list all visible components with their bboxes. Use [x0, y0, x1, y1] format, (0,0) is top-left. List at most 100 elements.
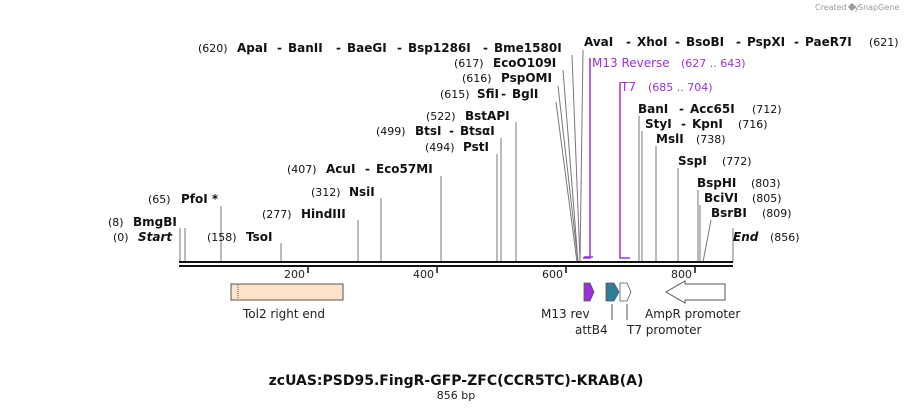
feature-attb4-arrow[interactable] [605, 282, 620, 302]
psti-pos: (494) [425, 141, 455, 154]
feature-tol2-right-end[interactable] [230, 283, 344, 301]
ruler-ticks [307, 267, 696, 273]
separator: - [626, 35, 631, 49]
enzyme-acc65i[interactable]: Acc65I [690, 102, 735, 116]
feature-tol2-label: Tol2 right end [242, 307, 325, 321]
feature-t7-promoter-arrow[interactable] [619, 282, 632, 302]
enzyme-xhoi[interactable]: XhoI [637, 35, 668, 49]
feature-m13-rev-label: M13 rev [541, 307, 590, 321]
enzyme-bsp1286i[interactable]: Bsp1286I [408, 41, 471, 55]
primer-marks [583, 58, 630, 259]
separator: - [277, 41, 282, 55]
enzyme-btsai[interactable]: BtsαI [460, 124, 495, 138]
separator: - [501, 87, 506, 101]
feature-ampr-promoter-label: AmpR promoter [645, 307, 740, 321]
end-pos: (856) [770, 231, 800, 244]
line-pspomi [557, 85, 579, 263]
feature-t7-promoter-label: T7 promoter [626, 323, 702, 337]
ecoo109i-pos: (617) [454, 57, 484, 70]
line-apai [571, 54, 581, 263]
bcivi-pos: (805) [752, 192, 782, 205]
enzyme-bani[interactable]: BanI [638, 102, 668, 116]
apai-pos: (620) [198, 42, 228, 55]
hindiii-pos: (277) [262, 208, 292, 221]
separator: - [736, 35, 741, 49]
nsii-pos: (312) [311, 186, 341, 199]
feature-attb4-label: attB4 [575, 323, 608, 337]
snapgene-logo-icon [848, 3, 856, 11]
enzyme-pfoi[interactable]: PfoI * [181, 192, 219, 206]
enzyme-sspi[interactable]: SspI [678, 154, 707, 168]
line-sfii [555, 101, 578, 263]
enzyme-paer7i[interactable]: PaeR7I [805, 35, 852, 49]
tick-label-400: 400 [413, 268, 434, 281]
enzyme-hindiii[interactable]: HindIII [301, 207, 346, 221]
enzyme-avai[interactable]: AvaI [584, 35, 613, 49]
separator: - [397, 41, 402, 55]
enzyme-bsrbi[interactable]: BsrBI [711, 206, 747, 220]
enzyme-msli[interactable]: MslI [656, 132, 684, 146]
bsrbi-pos: (809) [762, 207, 792, 220]
enzyme-baegi[interactable]: BaeGI [347, 41, 387, 55]
enzyme-bsobi[interactable]: BsoBI [686, 35, 724, 49]
enzyme-bme1580i[interactable]: Bme1580I [494, 41, 562, 55]
end-label[interactable]: End [733, 230, 759, 244]
msli-pos: (738) [696, 133, 726, 146]
tick-label-600: 600 [542, 268, 563, 281]
separator: - [679, 102, 684, 116]
sspi-pos: (772) [722, 155, 752, 168]
primer-m13-reverse-label[interactable]: M13 Reverse [592, 56, 670, 70]
feature-ampr-promoter-arrow[interactable] [665, 280, 726, 304]
line-bsrbi [702, 219, 712, 263]
separator: - [794, 35, 799, 49]
enzyme-pspxi[interactable]: PspXI [747, 35, 785, 49]
enzyme-eco57mi[interactable]: Eco57MI [376, 162, 433, 176]
sfii-pos: (615) [440, 88, 470, 101]
enzyme-bsphi[interactable]: BspHI [697, 176, 736, 190]
btsi-pos: (499) [376, 125, 406, 138]
enzyme-styi[interactable]: StyI [645, 117, 672, 131]
backbone-bottom [179, 265, 733, 267]
pspomi-pos: (616) [462, 72, 492, 85]
backbone-top [179, 261, 733, 263]
bstapi-pos: (522) [426, 110, 456, 123]
enzyme-bcivi[interactable]: BciVI [704, 191, 738, 205]
credit-prefix: Created by [815, 3, 859, 12]
avai-pos: (621) [869, 36, 899, 49]
primer-m13-reverse-line [583, 58, 591, 259]
bsphi-pos: (803) [751, 177, 781, 190]
enzyme-bstapi[interactable]: BstAPI [465, 109, 510, 123]
enzyme-tsoi[interactable]: TsoI [246, 230, 272, 244]
primer-t7-label[interactable]: T7 [620, 80, 636, 94]
separator: - [336, 41, 341, 55]
separator: - [681, 117, 686, 131]
acui-pos: (407) [287, 163, 317, 176]
tsoi-pos: (158) [207, 231, 237, 244]
site-lines [179, 49, 734, 263]
primer-t7-range: (685 .. 704) [648, 81, 713, 94]
enzyme-sfii[interactable]: SfiI [477, 87, 499, 101]
tick-label-800: 800 [671, 268, 692, 281]
enzyme-bmgbi[interactable]: BmgBI [133, 215, 177, 229]
enzyme-ecoo109i[interactable]: EcoO109I [493, 56, 556, 70]
primer-m13-reverse-range: (627 .. 643) [681, 57, 746, 70]
feature-m13-rev-arrow[interactable] [583, 282, 595, 302]
line-ecoo109i [562, 69, 579, 263]
enzyme-bgli[interactable]: BglI [512, 87, 538, 101]
enzyme-kpni[interactable]: KpnI [692, 117, 723, 131]
enzyme-psti[interactable]: PstI [463, 140, 489, 154]
start-pos: (0) [113, 231, 129, 244]
separator: - [449, 124, 454, 138]
styi-pos: (716) [738, 118, 768, 131]
separator: - [483, 41, 488, 55]
bmgbi-pos: (8) [108, 216, 124, 229]
start-label[interactable]: Start [138, 230, 173, 244]
enzyme-acui[interactable]: AcuI [326, 162, 355, 176]
enzyme-apai[interactable]: ApaI [237, 41, 267, 55]
enzyme-btsi[interactable]: BtsI [415, 124, 442, 138]
enzyme-banii[interactable]: BanII [288, 41, 323, 55]
pfoi-pos: (65) [148, 193, 171, 206]
enzyme-nsii[interactable]: NsiI [349, 185, 375, 199]
enzyme-pspomi[interactable]: PspOMI [501, 71, 552, 85]
